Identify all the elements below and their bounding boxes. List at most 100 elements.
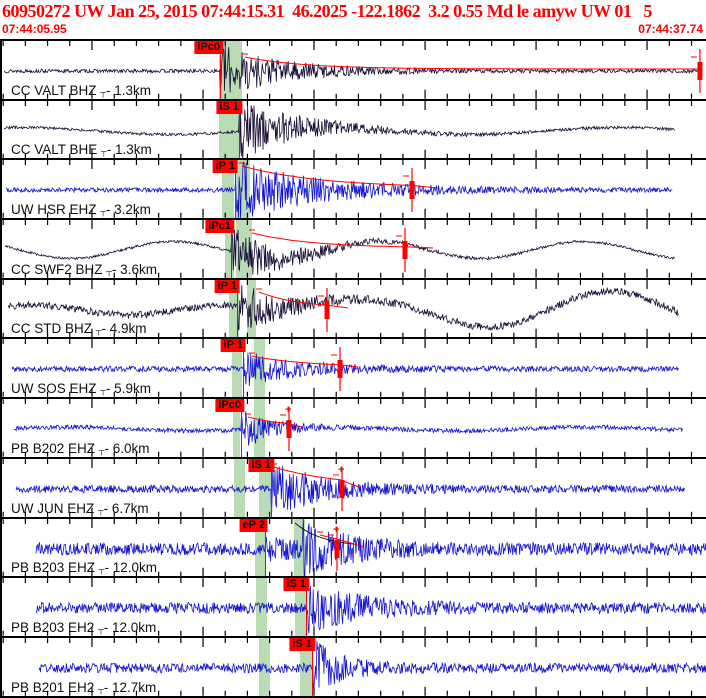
station-label: UW SOS EHZ ┬- 5.9km <box>11 381 151 397</box>
phase-pick-line[interactable] <box>265 518 266 577</box>
scale-tick-glyph: ┬ <box>98 684 104 694</box>
phase-window-band <box>247 279 256 338</box>
phase-pick-flag[interactable]: iPc0 <box>194 41 223 54</box>
phase-pick-flag[interactable]: eP 2 <box>239 518 268 532</box>
phase-pick-flag[interactable]: iS 1 <box>248 458 274 472</box>
phase-pick-line[interactable] <box>235 160 236 219</box>
phase-pick-line[interactable] <box>220 41 221 99</box>
station-label: CC STD BHZ ┬- 4.9km <box>11 321 146 337</box>
trace-panel[interactable]: + iS 1 UW JUN EHZ ┬- 6.7km <box>2 456 706 517</box>
station-label: CC VALT BHZ ┬- 1.3km <box>11 83 151 99</box>
station-code: PB B203 EH2 <box>11 619 99 635</box>
phase-pick-line[interactable] <box>271 458 272 517</box>
station-label: PB B202 EHZ ┬- 6.0km <box>11 441 149 457</box>
coda-envelope[interactable]: + <box>271 463 360 511</box>
trace-panel[interactable]: + eP 2 PB B203 EHZ ┬- 12.0km <box>2 516 706 577</box>
phase-pick-flag[interactable]: iPc1 <box>205 220 234 234</box>
phase-pick-flag[interactable]: iP 1 <box>212 160 238 174</box>
station-distance: - 3.6km <box>111 261 157 277</box>
scale-tick-glyph: ┬ <box>98 505 104 515</box>
phase-window-band <box>236 220 252 278</box>
trace-panel-list: iPc0 CC VALT BHZ ┬- 1.3km iS 1 CC VALT BHE … <box>0 39 706 698</box>
phase-pick-flag[interactable]: iPc0 <box>215 399 244 413</box>
phase-window-band <box>234 458 245 517</box>
scale-tick-glyph: ┬ <box>100 386 106 396</box>
phase-pick-line[interactable] <box>239 100 240 159</box>
station-code: PB B202 EHZ <box>11 440 99 456</box>
coda-envelope[interactable] <box>249 228 434 273</box>
phase-pick-line[interactable] <box>237 279 238 338</box>
coda-envelope[interactable] <box>256 287 349 332</box>
phase-pick-line[interactable] <box>231 220 232 278</box>
scale-tick-glyph: ┬ <box>98 445 105 455</box>
station-code: UW HSR EHZ <box>11 202 101 218</box>
time-range-bar: 07:44:05.95 07:44:37.74 <box>0 22 706 37</box>
trace-panel[interactable]: + iPc0 PB B202 EHZ ┬- 6.0km <box>2 397 706 457</box>
phase-pick-line[interactable] <box>241 399 242 457</box>
station-distance: - 12.0km <box>103 619 157 635</box>
scale-tick-glyph: ┬ <box>100 207 106 217</box>
phase-pick-flag[interactable]: iS 1 <box>289 637 315 651</box>
trace-panel[interactable]: iS 1 CC VALT BHE ┬- 1.3km <box>2 98 706 159</box>
trace-panel[interactable]: iS 1 PB B203 EH2 ┬- 12.0km <box>2 576 706 636</box>
phase-window-band <box>236 160 250 219</box>
station-code: CC VALT BHE <box>11 142 102 158</box>
scale-tick-glyph: ┬ <box>98 624 104 634</box>
phase-pick-flag[interactable]: iP 1 <box>214 279 240 293</box>
scale-tick-glyph: ┬ <box>101 147 107 157</box>
phase-window-band <box>256 578 267 636</box>
station-label: PB B201 EH2 ┬- 12.7km <box>11 679 157 696</box>
station-label: CC SWF2 BHZ ┬- 3.6km <box>11 262 157 278</box>
station-label: PB B203 EH2 ┬- 12.0km <box>11 620 156 636</box>
station-code: PB B201 EH2 <box>11 679 99 695</box>
scale-tick-glyph: ┬ <box>100 87 106 97</box>
coda-envelope[interactable]: + <box>294 522 365 571</box>
coda-envelope[interactable] <box>239 162 439 213</box>
station-distance: - 1.3km <box>105 82 151 98</box>
phase-window-band <box>259 637 270 696</box>
phase-pick-flag[interactable]: iS 1 <box>283 578 309 592</box>
phase-window-band <box>254 339 265 398</box>
station-distance: - 3.2km <box>105 202 151 218</box>
phase-pick-line[interactable] <box>243 339 244 398</box>
station-code: UW SOS EHZ <box>11 381 101 397</box>
trace-panel[interactable]: iP 1 CC STD BHZ ┬- 4.9km <box>2 277 706 338</box>
coda-envelope[interactable] <box>242 48 703 93</box>
scale-tick-glyph: ┬ <box>95 326 102 336</box>
trace-panel[interactable]: iPc1 CC SWF2 BHZ ┬- 3.6km <box>2 218 706 278</box>
station-distance: - 5.9km <box>105 381 151 397</box>
station-code: CC STD BHZ <box>11 321 96 337</box>
trace-panel[interactable]: iP 1 UW HSR EHZ ┬- 3.2km <box>2 158 706 219</box>
scale-tick-glyph: ┬ <box>98 565 105 575</box>
station-distance: - 4.9km <box>101 321 147 337</box>
phase-window-band <box>254 399 265 457</box>
station-label: UW JUN EHZ ┬- 6.7km <box>11 501 149 517</box>
scale-tick-glyph: ┬ <box>106 266 112 276</box>
station-distance: - 6.0km <box>104 440 150 456</box>
station-code: CC SWF2 BHZ <box>11 261 107 277</box>
coda-plus-mark: + <box>285 404 291 416</box>
phase-window-band <box>294 518 305 577</box>
trace-panel[interactable]: iPc0 CC VALT BHZ ┬- 1.3km <box>2 39 706 99</box>
phase-pick-flag[interactable]: iP 1 <box>220 339 246 353</box>
station-distance: - 12.7km <box>103 679 157 695</box>
window-start-time: 07:44:05.95 <box>2 22 67 36</box>
station-distance: - 1.3km <box>106 142 152 158</box>
phase-pick-line[interactable] <box>306 578 307 636</box>
phase-pick-line[interactable] <box>312 637 313 696</box>
station-distance: - 12.0km <box>104 560 157 576</box>
phase-pick-flag[interactable]: iS 1 <box>216 100 242 114</box>
trace-panel[interactable]: iS 1 PB B201 EH2 ┬- 12.7km <box>2 635 706 698</box>
station-label: CC VALT BHE ┬- 1.3km <box>11 142 152 158</box>
coda-plus-mark: + <box>333 523 339 535</box>
coda-envelope[interactable] <box>249 347 359 392</box>
station-label: UW HSR EHZ ┬- 3.2km <box>11 202 151 218</box>
window-end-time: 07:44:37.74 <box>638 22 703 36</box>
station-label: PB B203 EHZ ┬- 12.0km <box>11 560 157 576</box>
coda-plus-mark: + <box>338 464 344 476</box>
station-code: UW JUN EHZ <box>11 500 98 516</box>
station-code: CC VALT BHZ <box>11 82 101 98</box>
trace-panel[interactable]: iP 1 UW SOS EHZ ┬- 5.9km <box>2 337 706 398</box>
station-code: PB B203 EHZ <box>11 560 99 576</box>
